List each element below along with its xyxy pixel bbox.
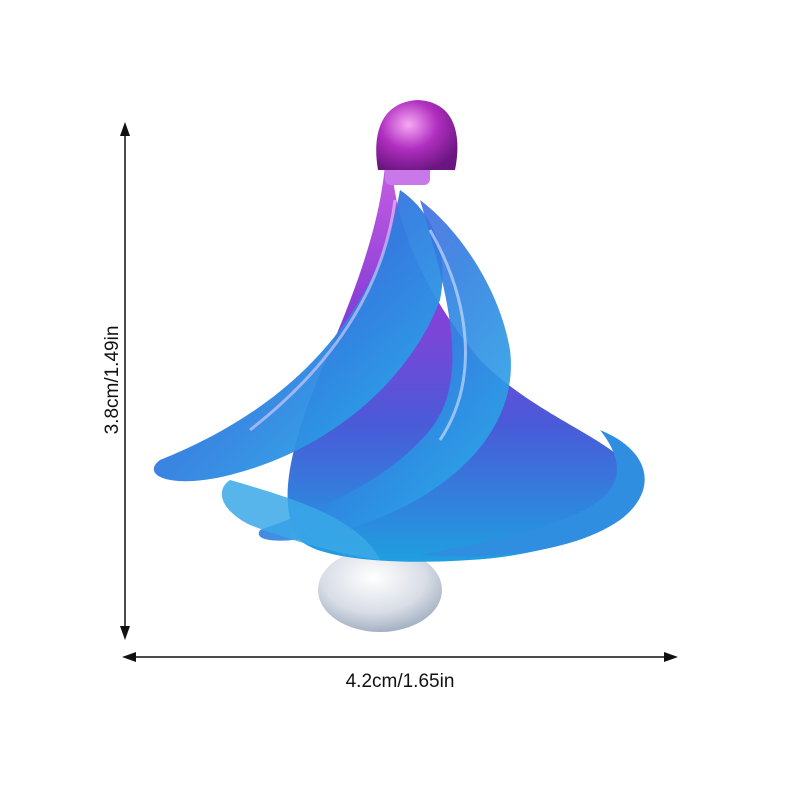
highlight xyxy=(249,199,397,432)
ball-tip xyxy=(318,548,442,632)
spinner-cap xyxy=(376,100,458,170)
width-label: 4.2cm/1.65in xyxy=(345,671,455,692)
spinner-blade xyxy=(258,200,511,541)
spinner-blade xyxy=(221,480,380,560)
height-label: 3.8cm/1.49in xyxy=(102,325,123,435)
spinner-blade xyxy=(153,190,443,482)
width-dimension-line xyxy=(122,652,678,662)
highlight xyxy=(428,229,467,441)
height-dimension-line xyxy=(120,122,130,640)
spinner-blade xyxy=(420,430,645,557)
